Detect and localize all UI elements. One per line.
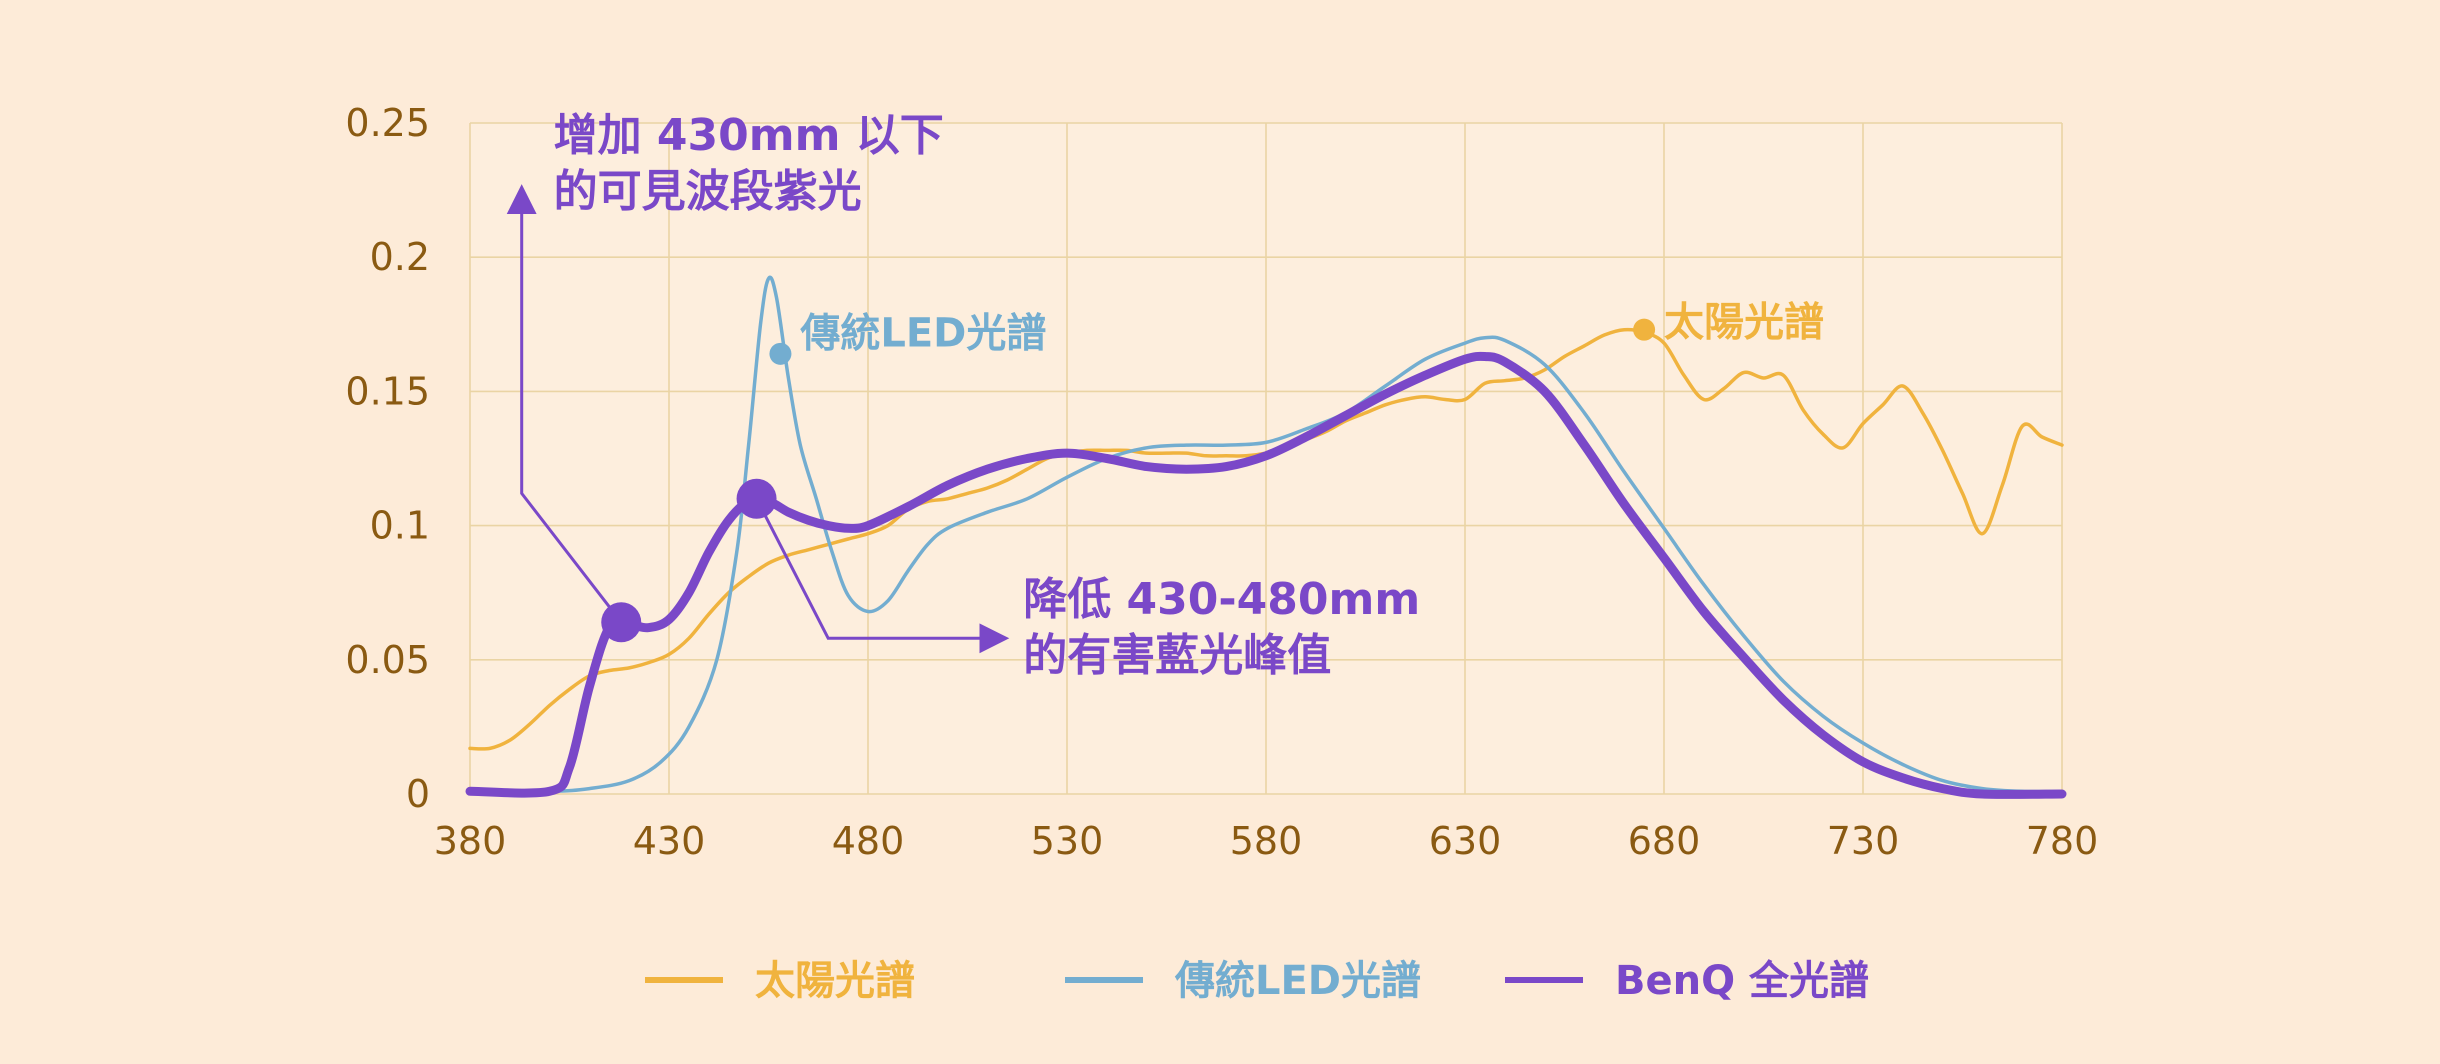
legend-label: 太陽光譜: [755, 958, 915, 1004]
grid: [469, 122, 2063, 795]
y-tick-label: 0.15: [345, 369, 430, 413]
x-tick-label: 630: [1429, 819, 1502, 863]
annotation-arrow: [506, 184, 623, 624]
annotation-arrow: [755, 498, 1010, 654]
annotation-text: 降低 430-480mm: [1023, 574, 1420, 625]
annotation-text: 的可見波段紫光: [554, 166, 862, 217]
annotation-text: 的有害藍光峰值: [1023, 630, 1331, 681]
legend: 太陽光譜 傳統LED光譜 BenQ 全光譜: [645, 958, 1869, 1004]
x-tick-label: 730: [1827, 819, 1900, 863]
series-line: [465, 351, 2067, 799]
series-marker: [1633, 318, 1656, 341]
x-tick-label: 680: [1628, 819, 1701, 863]
x-tick-label: 530: [1031, 819, 1104, 863]
series-marker: [736, 478, 777, 519]
series-label: 太陽光譜: [1664, 300, 1824, 346]
x-tick-label: 430: [633, 819, 706, 863]
y-tick-label: 0.05: [345, 638, 430, 682]
x-tick-label: 580: [1230, 819, 1303, 863]
series-marker: [601, 602, 642, 643]
series-labels: 傳統LED光譜 太陽光譜: [799, 300, 1824, 357]
series-line: [468, 275, 2064, 794]
axes: 380 430 480 530 580 630 680 730 780 0 0.05 0.1 0.15 0…: [345, 101, 2098, 863]
x-tick-label: 380: [434, 819, 507, 863]
legend-label: BenQ 全光譜: [1615, 958, 1869, 1004]
y-tick-label: 0.1: [370, 504, 430, 548]
x-tick-label: 780: [2026, 819, 2099, 863]
series-marker: [769, 342, 792, 365]
y-tick-label: 0.2: [370, 235, 430, 279]
markers: [601, 318, 1656, 643]
annotation-text: 增加 430mm 以下: [554, 110, 944, 161]
series-label: 傳統LED光譜: [799, 310, 1046, 356]
x-tick-label: 480: [832, 819, 905, 863]
legend-label: 傳統LED光譜: [1174, 958, 1421, 1004]
series-layer: [465, 275, 2067, 799]
y-tick-label: 0: [406, 772, 430, 816]
y-tick-label: 0.25: [345, 101, 430, 145]
